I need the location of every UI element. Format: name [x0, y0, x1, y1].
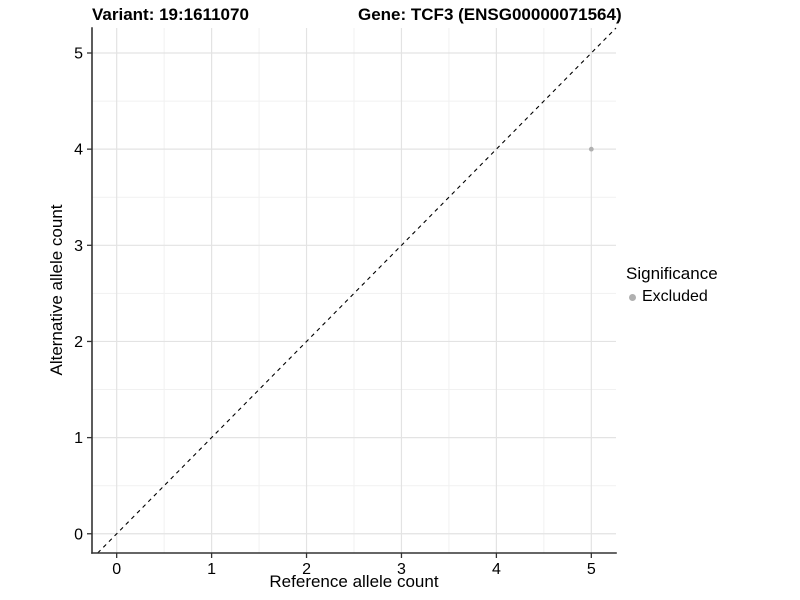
svg-text:0: 0 [74, 526, 83, 543]
legend-title: Significance [626, 264, 718, 283]
plot-panel-svg: 0 1 2 3 4 5 0 1 2 3 4 5 [74, 27, 617, 578]
svg-text:5: 5 [74, 46, 83, 63]
svg-text:0: 0 [112, 561, 121, 578]
y-axis-title: Alternative allele count [47, 204, 66, 376]
svg-text:1: 1 [74, 430, 83, 447]
legend: Significance Excluded [626, 264, 718, 306]
axis-lines [91, 27, 617, 554]
axis-ticks [87, 52, 592, 558]
grid-minor [92, 28, 616, 553]
svg-text:5: 5 [587, 561, 596, 578]
data-point [588, 146, 594, 152]
legend-point-icon [629, 293, 636, 301]
legend-item-excluded: Excluded [626, 288, 718, 306]
svg-text:3: 3 [397, 561, 406, 578]
legend-item-label: Excluded [642, 288, 708, 305]
svg-text:2: 2 [74, 334, 83, 351]
plot-title-variant: Variant: 19:1611070 [92, 5, 249, 24]
tick-labels: 0 1 2 3 4 5 0 1 2 3 4 5 [74, 46, 596, 579]
svg-text:1: 1 [207, 561, 216, 578]
grid-major [92, 28, 616, 553]
svg-text:3: 3 [74, 238, 83, 255]
svg-text:4: 4 [492, 561, 501, 578]
identity-reference-line [97, 27, 617, 554]
svg-text:2: 2 [302, 561, 311, 578]
svg-text:4: 4 [74, 142, 83, 159]
plot-title-gene: Gene: TCF3 (ENSG00000071564) [358, 5, 622, 24]
x-axis-title: Reference allele count [269, 572, 439, 591]
